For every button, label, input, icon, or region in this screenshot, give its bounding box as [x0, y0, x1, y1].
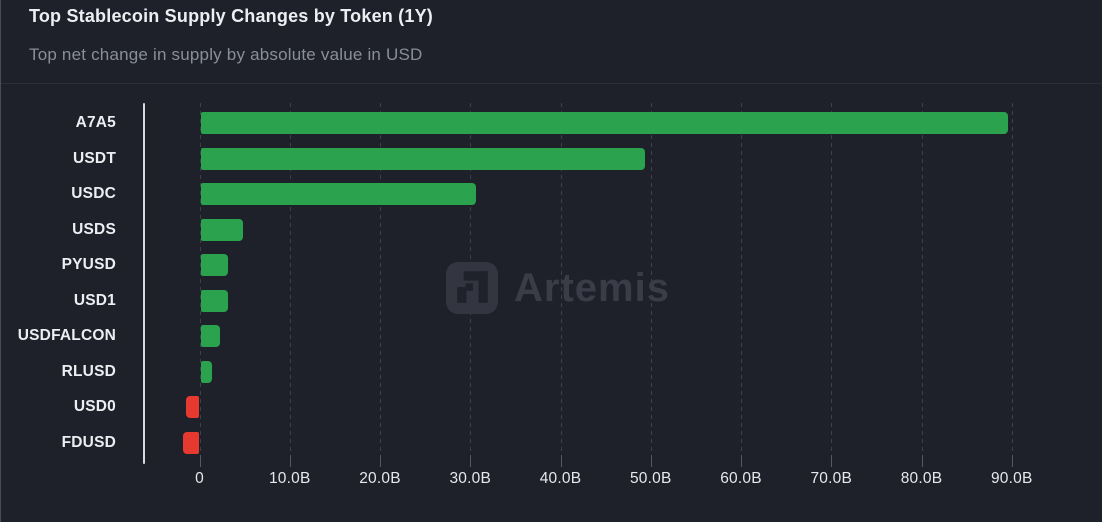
x-tick-label: 70.0B [810, 470, 852, 487]
bar-rlusd[interactable] [200, 360, 213, 383]
x-tick-label: 10.0B [268, 470, 311, 487]
bar-a7a5[interactable] [200, 112, 1009, 134]
x-gridline [199, 103, 201, 456]
x-gridline [380, 103, 381, 456]
x-tick-label: 30.0B [449, 470, 491, 487]
x-axis-tick [831, 455, 833, 467]
y-axis-label: USD0 [73, 398, 116, 415]
x-gridline [831, 103, 833, 456]
bar-usdfalcon[interactable] [200, 325, 221, 347]
x-axis-tick [921, 455, 923, 467]
x-tick-label: 60.0B [720, 470, 762, 487]
x-gridline [1011, 103, 1013, 456]
x-axis-tick [741, 455, 742, 467]
x-gridline [560, 103, 562, 456]
x-axis-tick [380, 455, 381, 467]
x-axis-tick [560, 455, 562, 467]
y-axis-label: FDUSD [61, 433, 116, 451]
x-gridline [921, 103, 923, 456]
x-axis-tick [470, 455, 472, 467]
y-axis-label: USDC [71, 185, 116, 202]
y-axis-line [143, 103, 145, 464]
y-axis-label: USDS [72, 220, 116, 238]
x-tick-label: 20.0B [359, 470, 401, 487]
x-tick-label: 80.0B [900, 470, 943, 487]
chart-title: Top Stablecoin Supply Changes by Token (… [29, 6, 433, 26]
bar-usd0[interactable] [185, 396, 200, 418]
x-axis-tick [1011, 455, 1013, 467]
x-gridline [741, 103, 742, 456]
bar-usdt[interactable] [200, 147, 646, 170]
x-tick-label: 0 [195, 470, 204, 487]
y-axis-label: PYUSD [61, 256, 116, 273]
header-divider [1, 83, 1102, 84]
x-tick-label: 40.0B [539, 470, 582, 487]
x-tick-label: 50.0B [629, 470, 672, 487]
x-gridline [289, 103, 291, 456]
x-gridline [650, 103, 652, 456]
y-axis-label: USD1 [73, 291, 116, 309]
x-axis-tick [650, 455, 652, 467]
bar-usd1[interactable] [200, 289, 229, 312]
bar-usdc[interactable] [200, 183, 476, 205]
x-axis-tick [289, 455, 291, 467]
y-axis-label: USDT [73, 149, 116, 167]
bar-fdusd[interactable] [183, 431, 200, 454]
x-tick-label: 90.0B [990, 470, 1033, 487]
chart-subtitle: Top net change in supply by absolute val… [29, 45, 423, 64]
y-axis-label: RLUSD [61, 362, 116, 380]
bar-pyusd[interactable] [200, 254, 229, 276]
y-axis-label: A7A5 [75, 114, 116, 131]
x-axis-tick [199, 455, 201, 467]
bar-usds[interactable] [200, 218, 243, 241]
y-axis-label: USDFALCON [17, 327, 116, 344]
